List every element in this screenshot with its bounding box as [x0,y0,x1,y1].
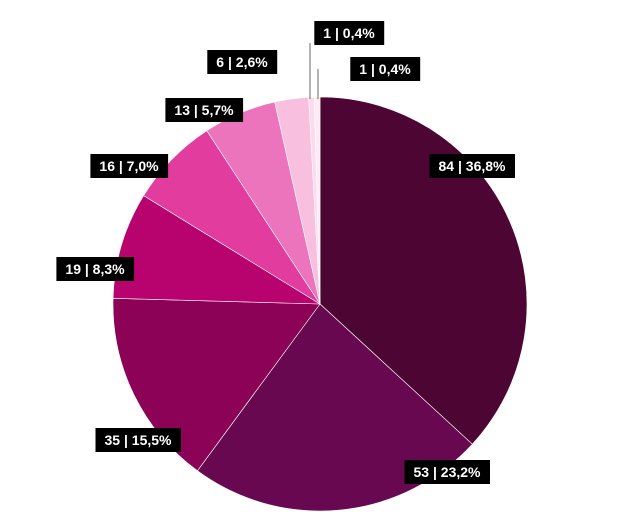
pie-slice [313,96,321,305]
leader-lines [309,43,319,99]
data-label: 1 | 0,4% [350,57,421,81]
data-label: 6 | 2,6% [207,50,278,74]
data-label-background [429,154,515,178]
data-label-background [350,57,421,81]
data-label-text: 35 | 15,5% [105,432,173,448]
pie-slice [319,96,528,445]
data-label-text: 1 | 0,4% [359,61,411,77]
data-label-background [56,257,135,281]
data-label: 1 | 0,4% [314,21,385,45]
data-label-text: 53 | 23,2% [414,464,482,480]
data-label-background [314,21,385,45]
data-label: 84 | 36,8% [429,154,515,178]
data-label: 19 | 8,3% [56,257,135,281]
data-label-text: 13 | 5,7% [174,102,234,118]
data-labels: 84 | 36,8% 53 | 23,2% 35 | 15,5% 19 | 8,3% 1… [56,21,515,484]
data-label-background [90,154,169,178]
pie-slice [112,297,321,472]
data-label-background [95,428,181,452]
data-label-text: 1 | 0,4% [323,25,375,41]
pie-slices [112,96,528,512]
data-label: 16 | 7,0% [90,154,169,178]
data-label-background [404,460,490,484]
data-label: 35 | 15,5% [95,428,181,452]
data-label-text: 16 | 7,0% [99,158,159,174]
data-label-background [165,98,244,122]
data-label: 13 | 5,7% [165,98,244,122]
data-label-text: 84 | 36,8% [439,158,507,174]
data-label-background [207,50,278,74]
data-label: 53 | 23,2% [404,460,490,484]
data-label-text: 19 | 8,3% [65,261,125,277]
data-label-text: 6 | 2,6% [216,54,268,70]
pie-slice [112,195,322,305]
